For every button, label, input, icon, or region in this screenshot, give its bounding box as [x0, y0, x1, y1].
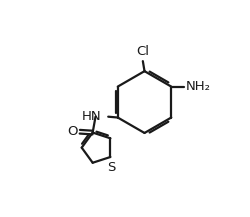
Text: HN: HN	[82, 110, 102, 123]
Text: Cl: Cl	[136, 45, 149, 58]
Text: S: S	[107, 161, 115, 174]
Text: O: O	[67, 125, 77, 138]
Text: NH₂: NH₂	[185, 80, 210, 93]
